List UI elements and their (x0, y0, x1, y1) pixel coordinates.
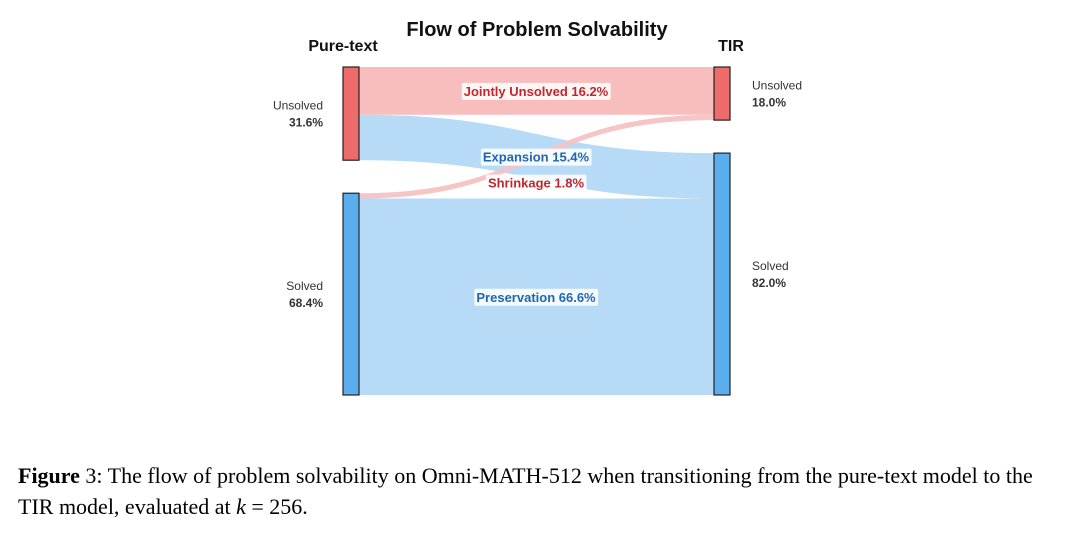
flow-label-jointly-unsolved-16-2: Jointly Unsolved 16.2% (464, 84, 609, 99)
right-header: TIR (718, 38, 744, 55)
sankey-chart: Flow of Problem Solvability Pure-text TI… (273, 19, 802, 396)
node-label-tir-unsolved: Unsolved (752, 79, 802, 93)
flow-label-bg (474, 288, 599, 306)
node-label-pt-unsolved: Unsolved (273, 99, 323, 113)
node-pt-solved (342, 192, 360, 396)
flow-label-bg (480, 148, 592, 166)
node-value-pt-solved: 68.4% (289, 296, 323, 310)
nodes-layer (342, 66, 731, 396)
node-tir-solved (713, 152, 731, 396)
flow-label-expansion-15-4: Expansion 15.4% (483, 150, 590, 165)
left-header: Pure-text (308, 38, 378, 55)
node-label-pt-solved: Solved (286, 279, 323, 293)
node-value-tir-solved: 82.0% (752, 276, 786, 290)
node-value-pt-unsolved: 31.6% (289, 116, 323, 130)
labels-layer: Jointly Unsolved 16.2% Expansion 15.4% Shr… (273, 79, 802, 311)
chart-title: Flow of Problem Solvability (406, 19, 668, 41)
caption-number: 3: (85, 463, 103, 488)
caption-label: Figure (18, 463, 80, 488)
caption-math-var: k (236, 494, 246, 519)
node-pt-unsolved (342, 66, 360, 161)
figure-caption: Figure 3: The flow of problem solvabilit… (18, 460, 1063, 522)
flow-label-bg (485, 174, 587, 192)
node-tir-unsolved (713, 66, 731, 121)
caption-text: The flow of problem solvability on Omni-… (18, 463, 1033, 519)
node-label-tir-solved: Solved (752, 259, 789, 273)
flows-layer (359, 67, 714, 395)
node-value-tir-unsolved: 18.0% (752, 96, 786, 110)
caption-math-rest: = 256. (245, 494, 308, 519)
flow-label-bg (461, 82, 611, 100)
flow-label-preservation-66-6: Preservation 66.6% (476, 290, 596, 305)
flow-label-shrinkage-1-8: Shrinkage 1.8% (488, 176, 585, 191)
